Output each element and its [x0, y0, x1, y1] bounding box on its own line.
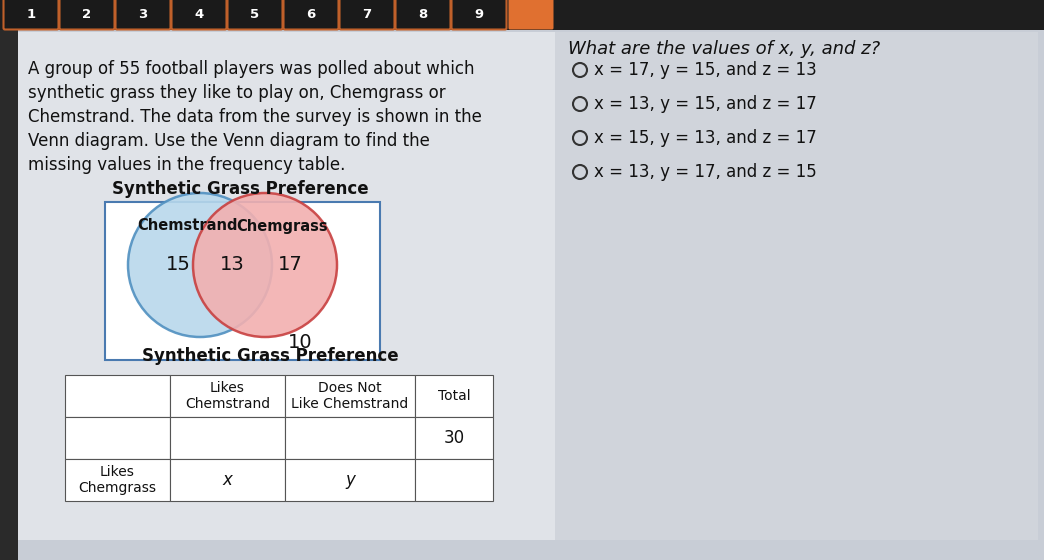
Text: 4: 4 — [194, 7, 204, 21]
Bar — [65, 459, 170, 501]
Text: Synthetic Grass Preference: Synthetic Grass Preference — [112, 180, 369, 198]
Text: Total: Total — [437, 389, 470, 403]
Circle shape — [128, 193, 272, 337]
Text: x = 17, y = 15, and z = 13: x = 17, y = 15, and z = 13 — [594, 61, 816, 79]
Bar — [285, 375, 416, 417]
Text: 5: 5 — [251, 7, 260, 21]
Text: Does Not
Like Chemstrand: Does Not Like Chemstrand — [291, 381, 408, 412]
Text: 8: 8 — [419, 7, 428, 21]
Text: A group of 55 football players was polled about which: A group of 55 football players was polle… — [28, 60, 475, 78]
Bar — [416, 459, 493, 501]
Circle shape — [193, 193, 337, 337]
Text: x: x — [222, 471, 233, 489]
Text: x = 13, y = 17, and z = 15: x = 13, y = 17, and z = 15 — [594, 163, 816, 181]
FancyBboxPatch shape — [284, 0, 338, 30]
FancyBboxPatch shape — [396, 0, 451, 30]
Bar — [416, 417, 493, 459]
Text: Synthetic Grass Preference: Synthetic Grass Preference — [142, 347, 399, 365]
Text: 13: 13 — [219, 255, 244, 274]
Text: 10: 10 — [288, 333, 312, 352]
FancyBboxPatch shape — [339, 0, 395, 30]
Text: 3: 3 — [139, 7, 147, 21]
Bar — [170, 375, 285, 417]
Bar — [0, 0, 18, 560]
Text: synthetic grass they like to play on, Chemgrass or: synthetic grass they like to play on, Ch… — [28, 84, 446, 102]
Bar — [416, 375, 493, 417]
Text: y: y — [346, 471, 355, 489]
Text: x = 15, y = 13, and z = 17: x = 15, y = 13, and z = 17 — [594, 129, 816, 147]
Text: Likes
Chemstrand: Likes Chemstrand — [185, 381, 270, 412]
Text: missing values in the frequency table.: missing values in the frequency table. — [28, 156, 346, 174]
Text: 1: 1 — [26, 7, 35, 21]
Text: Venn diagram. Use the Venn diagram to find the: Venn diagram. Use the Venn diagram to fi… — [28, 132, 430, 150]
Text: 30: 30 — [444, 429, 465, 447]
Bar — [0, 0, 1044, 30]
Text: 17: 17 — [278, 255, 303, 274]
Bar — [65, 417, 170, 459]
Text: Chemstrand. The data from the survey is shown in the: Chemstrand. The data from the survey is … — [28, 108, 482, 126]
Text: 6: 6 — [306, 7, 315, 21]
Text: What are the values of x, y, and z?: What are the values of x, y, and z? — [568, 40, 880, 58]
Bar — [65, 375, 170, 417]
Text: x = 13, y = 15, and z = 17: x = 13, y = 15, and z = 17 — [594, 95, 816, 113]
FancyBboxPatch shape — [171, 0, 227, 30]
Text: 7: 7 — [362, 7, 372, 21]
FancyBboxPatch shape — [228, 0, 283, 30]
FancyBboxPatch shape — [451, 0, 506, 30]
Bar — [555, 32, 1038, 540]
Text: Chemgrass: Chemgrass — [236, 218, 328, 234]
FancyBboxPatch shape — [3, 0, 58, 30]
Bar — [170, 417, 285, 459]
Bar — [285, 459, 416, 501]
Text: 15: 15 — [166, 255, 190, 274]
Bar — [170, 459, 285, 501]
Text: 2: 2 — [82, 7, 92, 21]
Text: Chemstrand: Chemstrand — [138, 218, 238, 234]
Bar — [105, 202, 380, 360]
FancyBboxPatch shape — [60, 0, 115, 30]
FancyBboxPatch shape — [508, 0, 553, 30]
Text: 9: 9 — [474, 7, 483, 21]
Bar — [285, 417, 416, 459]
FancyBboxPatch shape — [116, 0, 170, 30]
Text: Likes
Chemgrass: Likes Chemgrass — [78, 465, 157, 496]
